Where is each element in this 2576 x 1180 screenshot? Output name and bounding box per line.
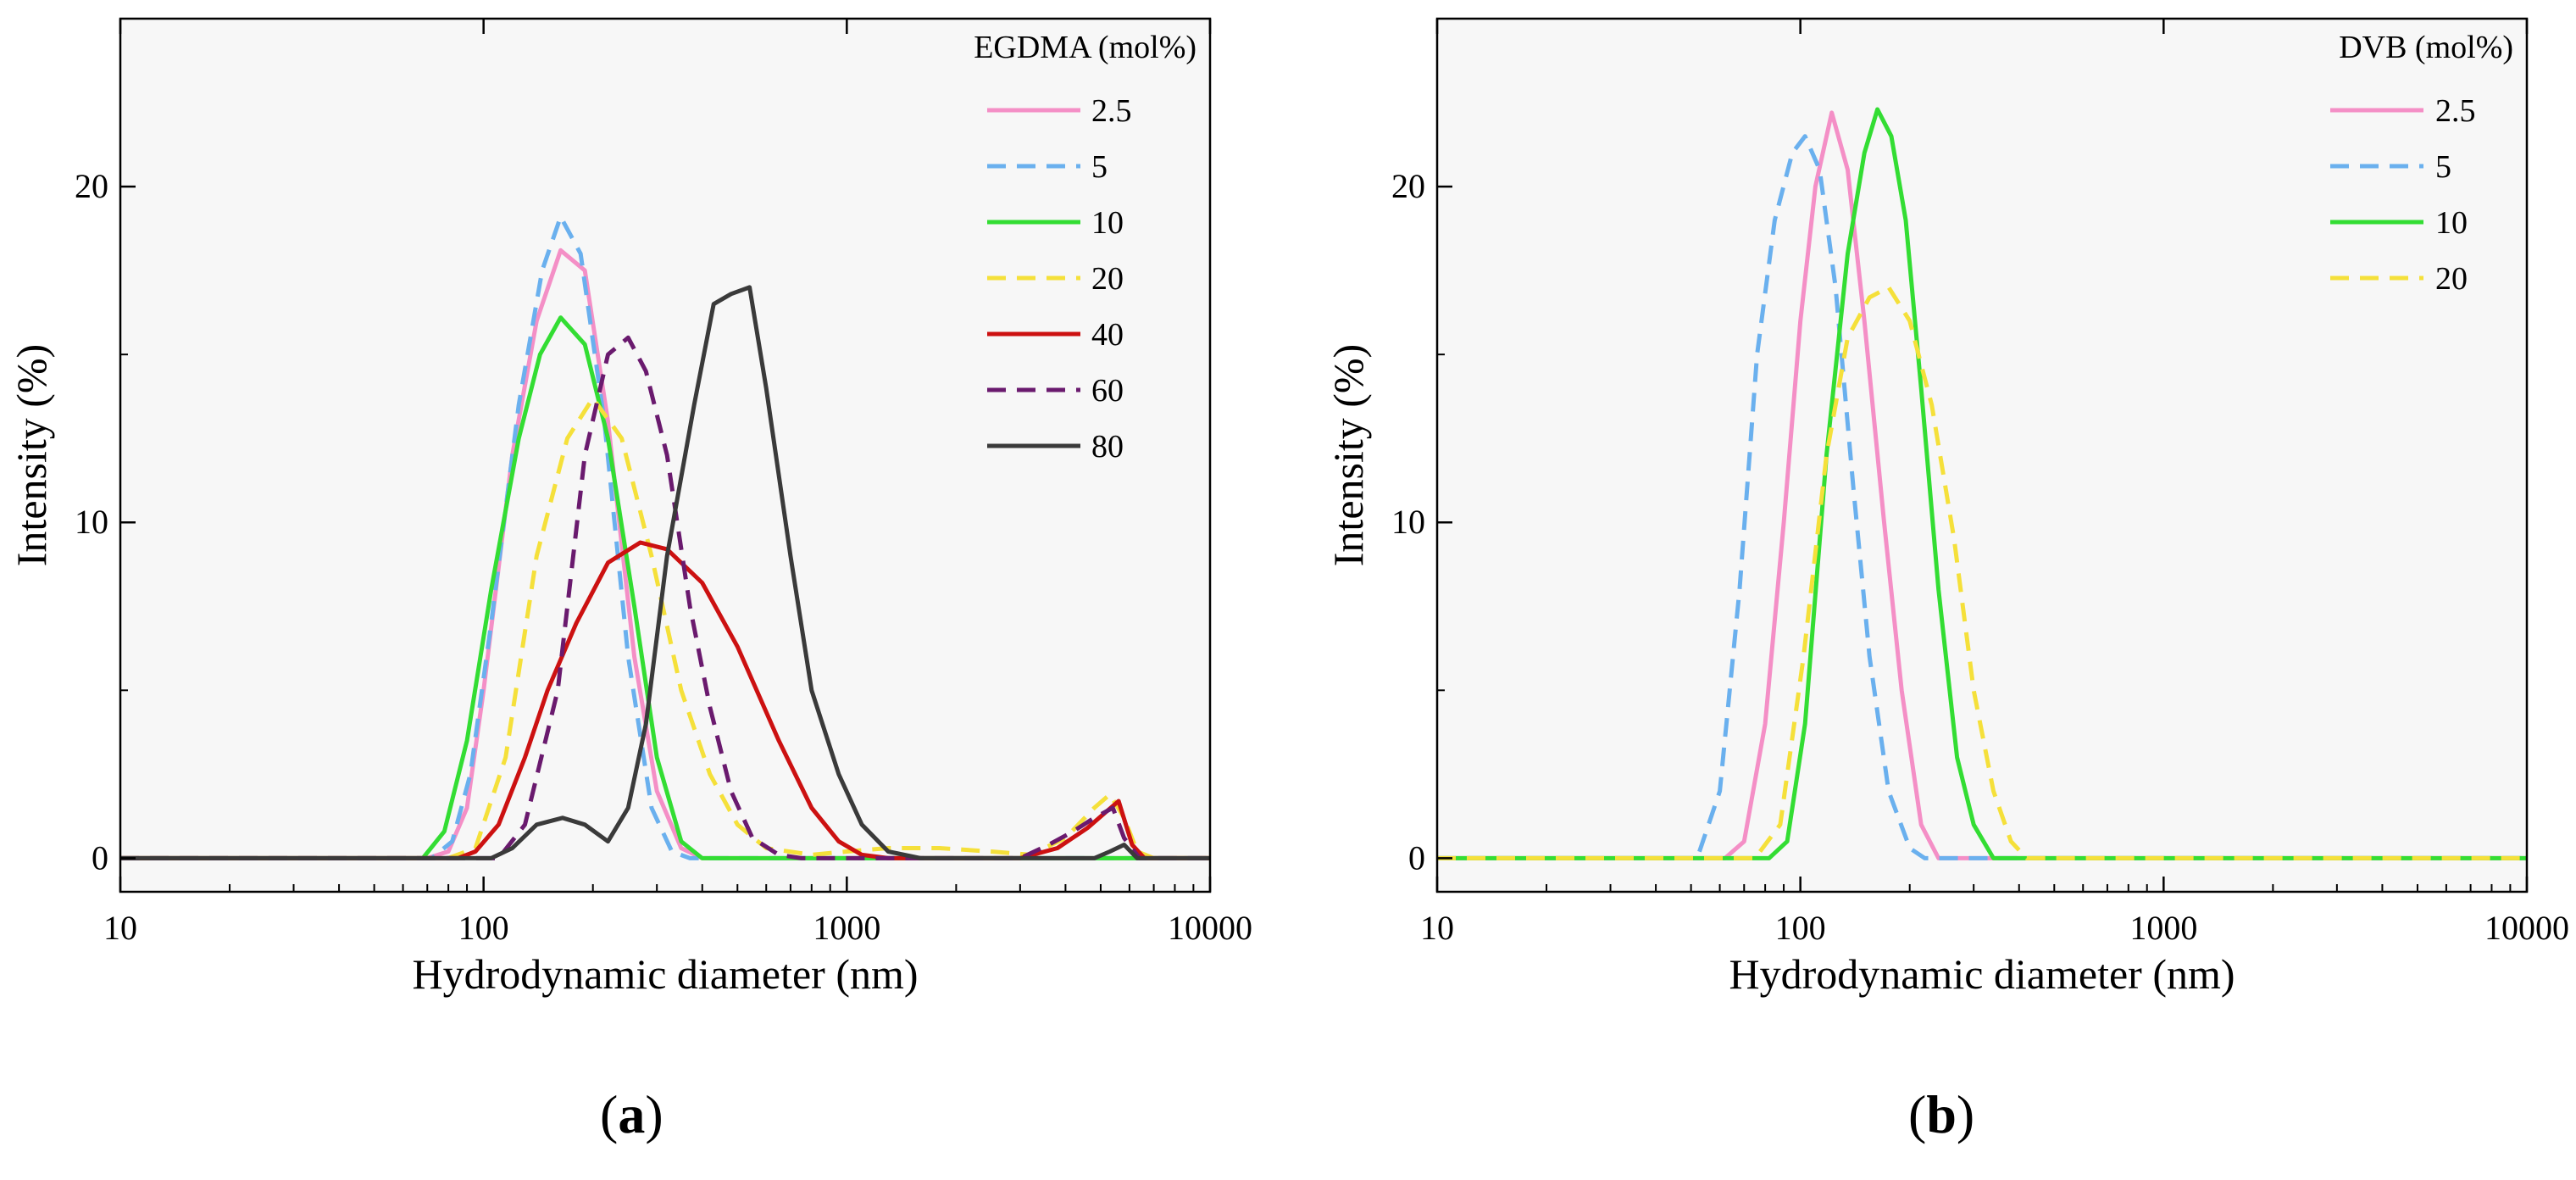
y-tick-label: 10	[1391, 503, 1425, 541]
x-tick-label: 100	[458, 909, 509, 947]
series-line-80	[120, 285, 1210, 860]
legend-label-2.5: 2.5	[1091, 93, 1132, 129]
legend-label-2.5: 2.5	[2435, 93, 2476, 129]
x-axis: 10 100 1000 10000	[1420, 19, 2569, 947]
legend-label-5: 5	[2435, 149, 2451, 185]
y-axis-label: Intensity (%)	[8, 344, 55, 566]
x-tick-label: 10000	[1168, 909, 1252, 947]
x-axis-label: Hydrodynamic diameter (nm)	[1729, 950, 2235, 998]
series-line-10	[1437, 107, 2527, 860]
y-tick-label: 10	[75, 503, 108, 541]
x-tick-label: 10	[103, 909, 137, 947]
legend-title: DVB (mol%)	[2339, 30, 2513, 65]
panel-label-a: (a)	[600, 1084, 663, 1144]
series-line-20	[120, 396, 1210, 860]
series-line-2.5	[120, 248, 1210, 860]
series-line-2.5	[1437, 110, 2527, 860]
legend-label-20: 20	[1091, 261, 1124, 297]
y-tick-label: 20	[1391, 167, 1425, 205]
plot-frame	[119, 17, 1212, 893]
legend-title: EGDMA (mol%)	[974, 30, 1196, 65]
x-tick-label: 1000	[813, 909, 880, 947]
x-tick-label: 10000	[2484, 909, 2569, 947]
x-tick-label: 10	[1420, 909, 1454, 947]
series-line-5	[120, 214, 1210, 860]
panel-label-b: (b)	[1908, 1084, 1975, 1144]
chart-panel-a: 10 100 1000 10000 0 10 20 Hydrodynamic diameter…	[8, 17, 1252, 998]
legend-label-10: 10	[2435, 205, 2468, 241]
plot-area	[1437, 19, 2527, 892]
legend-label-40: 40	[1091, 317, 1124, 353]
y-axis-label: Intensity (%)	[1324, 344, 1372, 566]
legend: EGDMA (mol%) 2.5 5 10 20 40 60 80	[974, 30, 1196, 465]
x-axis-label: Hydrodynamic diameter (nm)	[412, 950, 918, 998]
x-axis: 10 100 1000 10000	[103, 19, 1252, 947]
series-line-10	[120, 315, 1210, 860]
y-tick-label: 0	[1408, 838, 1425, 877]
series-line-5	[1437, 134, 2527, 860]
y-tick-label: 0	[92, 838, 108, 877]
chart-panel-b: 10 100 1000 10000 0 10 20 Hydrodynamic diameter…	[1324, 17, 2569, 998]
series-line-20	[1437, 285, 2527, 860]
x-tick-label: 100	[1775, 909, 1826, 947]
legend: DVB (mol%) 2.5 5 10 20	[2330, 30, 2513, 297]
legend-label-5: 5	[1091, 149, 1108, 185]
x-tick-label: 1000	[2129, 909, 2197, 947]
legend-label-10: 10	[1091, 205, 1124, 241]
y-axis: 0 10 20	[1391, 167, 1452, 877]
plot-frame	[1435, 17, 2529, 893]
series-line-40	[120, 540, 1210, 860]
series-line-60	[120, 335, 1210, 860]
legend-label-60: 60	[1091, 373, 1124, 409]
legend-label-80: 80	[1091, 429, 1124, 465]
y-tick-label: 20	[75, 167, 108, 205]
legend-label-20: 20	[2435, 261, 2468, 297]
y-axis: 0 10 20	[75, 167, 136, 877]
